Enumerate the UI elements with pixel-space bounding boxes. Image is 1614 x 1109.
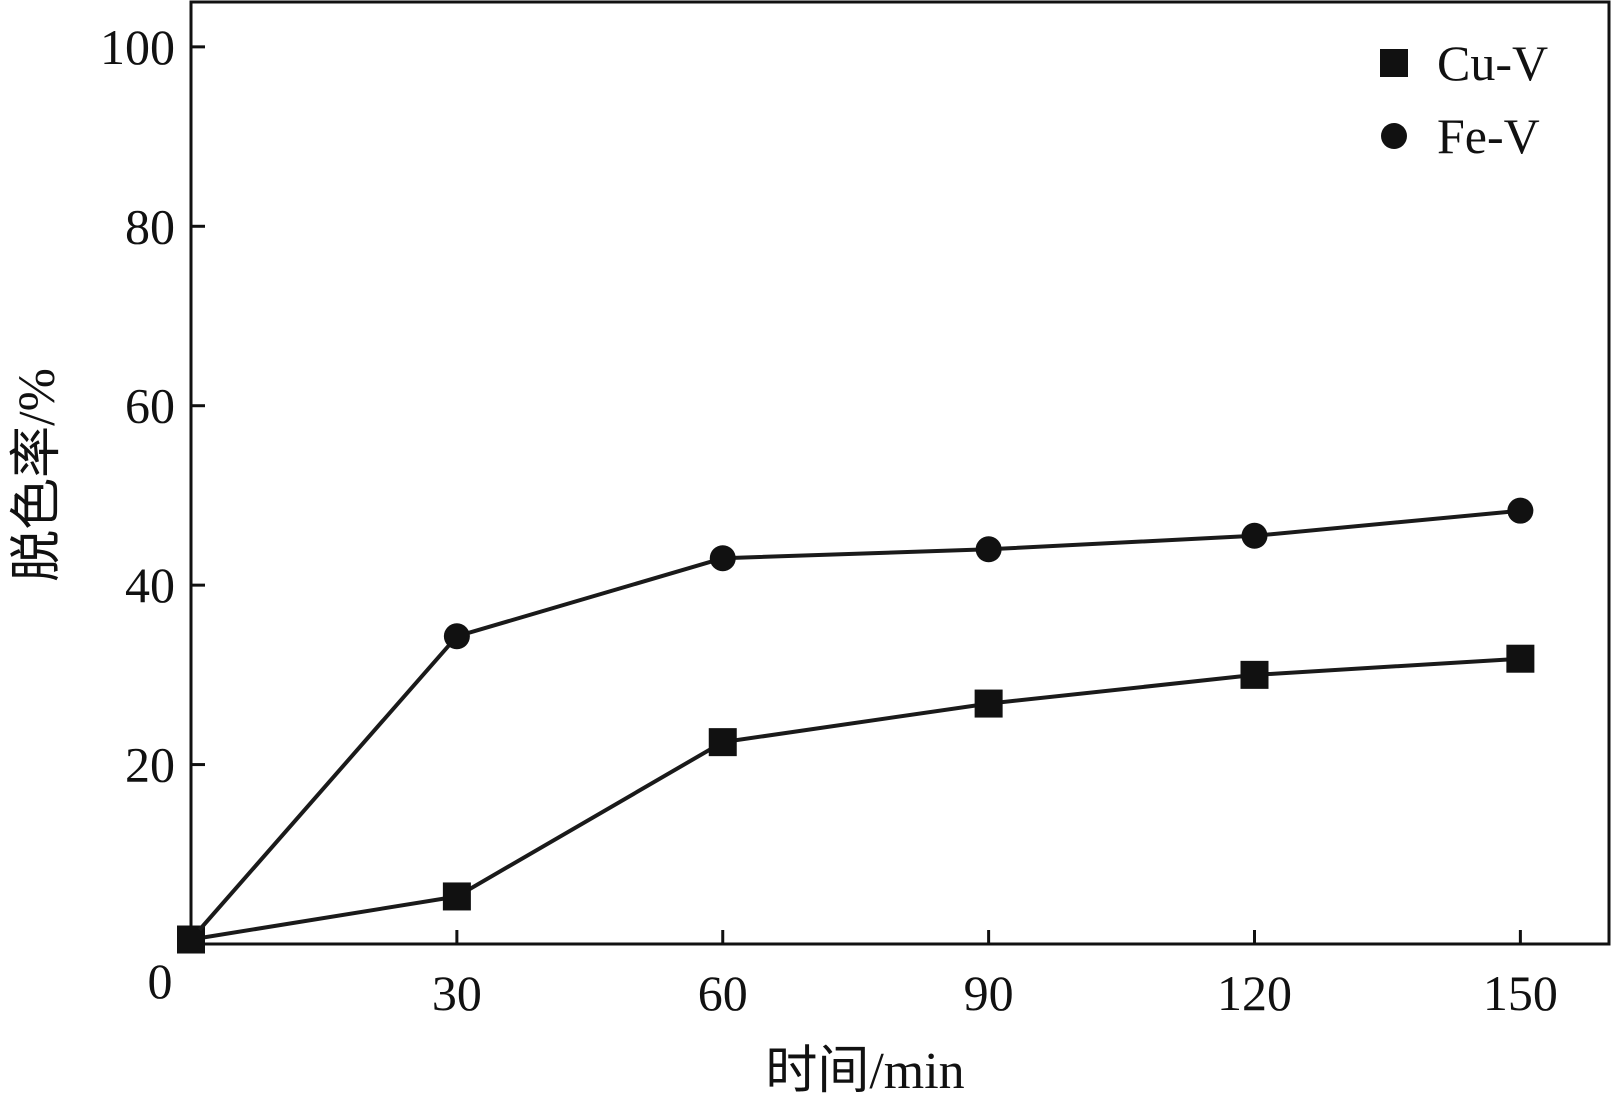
legend-item: Cu-V [1380,35,1548,91]
data-point [442,882,471,911]
data-point [975,536,1002,563]
x-tick-label: 30 [432,965,482,1021]
series-group [177,497,1535,954]
y-axis-title: 脱色率/% [9,368,66,582]
legend: Cu-V Fe-V [1380,35,1548,164]
x-axis-title: 时间/min [765,1043,964,1100]
data-point [1506,644,1535,673]
data-point [1507,497,1534,524]
data-point [709,545,736,572]
axis-ticks: 30 60 90 120 150 20 40 60 80 100 [100,19,1558,1021]
y-tick-label: 100 [100,19,175,75]
legend-marker [1380,49,1408,77]
x-tick-label: 90 [964,965,1014,1021]
y-tick-label: 20 [125,737,175,793]
legend-label: Cu-V [1437,35,1548,91]
legend-label: Fe-V [1437,108,1540,164]
y-tick-label: 40 [125,557,175,613]
data-point [974,689,1003,718]
series-fe-v [178,497,1534,953]
data-point [443,623,470,650]
x-tick-label: 60 [698,965,748,1021]
plot-frame [189,0,1611,946]
y-tick-label: 80 [125,198,175,254]
x-tick-label: 120 [1217,965,1292,1021]
series-line [189,508,1521,941]
y-tick-label: 60 [125,378,175,434]
data-point [1241,522,1268,549]
data-point [178,926,204,953]
data-point [1240,660,1269,689]
legend-item: Fe-V [1381,108,1540,164]
origin-label: 0 [148,953,173,1009]
series-line [190,656,1521,942]
plot-border [189,0,1611,946]
x-tick-label: 150 [1483,965,1558,1021]
series-cu-v [177,644,1535,954]
data-point [708,728,737,757]
legend-marker [1381,123,1407,149]
